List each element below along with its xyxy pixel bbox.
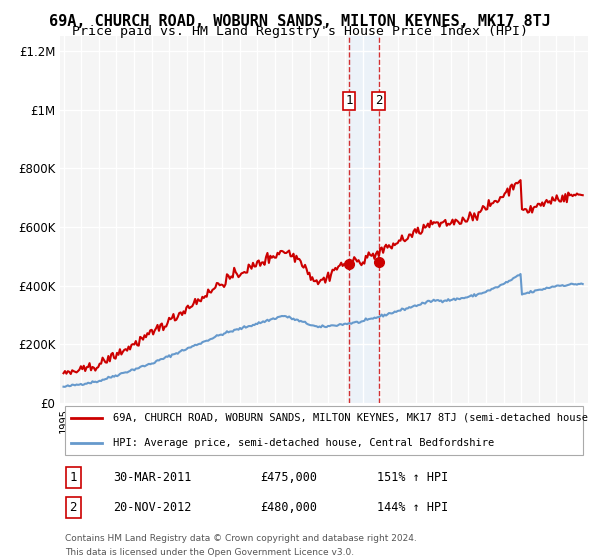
Text: 2: 2 <box>375 95 382 108</box>
Text: 2: 2 <box>70 501 77 514</box>
Text: Price paid vs. HM Land Registry's House Price Index (HPI): Price paid vs. HM Land Registry's House … <box>72 25 528 38</box>
Text: £475,000: £475,000 <box>260 471 317 484</box>
Text: This data is licensed under the Open Government Licence v3.0.: This data is licensed under the Open Gov… <box>65 548 355 557</box>
Text: 1: 1 <box>70 471 77 484</box>
Text: 20-NOV-2012: 20-NOV-2012 <box>113 501 191 514</box>
Text: 144% ↑ HPI: 144% ↑ HPI <box>377 501 448 514</box>
Text: 1: 1 <box>346 95 353 108</box>
Bar <box>349 36 379 403</box>
Text: 69A, CHURCH ROAD, WOBURN SANDS, MILTON KEYNES, MK17 8TJ (semi-detached house: 69A, CHURCH ROAD, WOBURN SANDS, MILTON K… <box>113 413 588 423</box>
Text: 69A, CHURCH ROAD, WOBURN SANDS, MILTON KEYNES, MK17 8TJ: 69A, CHURCH ROAD, WOBURN SANDS, MILTON K… <box>49 14 551 29</box>
Text: Contains HM Land Registry data © Crown copyright and database right 2024.: Contains HM Land Registry data © Crown c… <box>65 534 417 543</box>
Text: £480,000: £480,000 <box>260 501 317 514</box>
FancyBboxPatch shape <box>65 406 583 455</box>
Text: 30-MAR-2011: 30-MAR-2011 <box>113 471 191 484</box>
Text: HPI: Average price, semi-detached house, Central Bedfordshire: HPI: Average price, semi-detached house,… <box>113 438 494 449</box>
Text: 151% ↑ HPI: 151% ↑ HPI <box>377 471 448 484</box>
